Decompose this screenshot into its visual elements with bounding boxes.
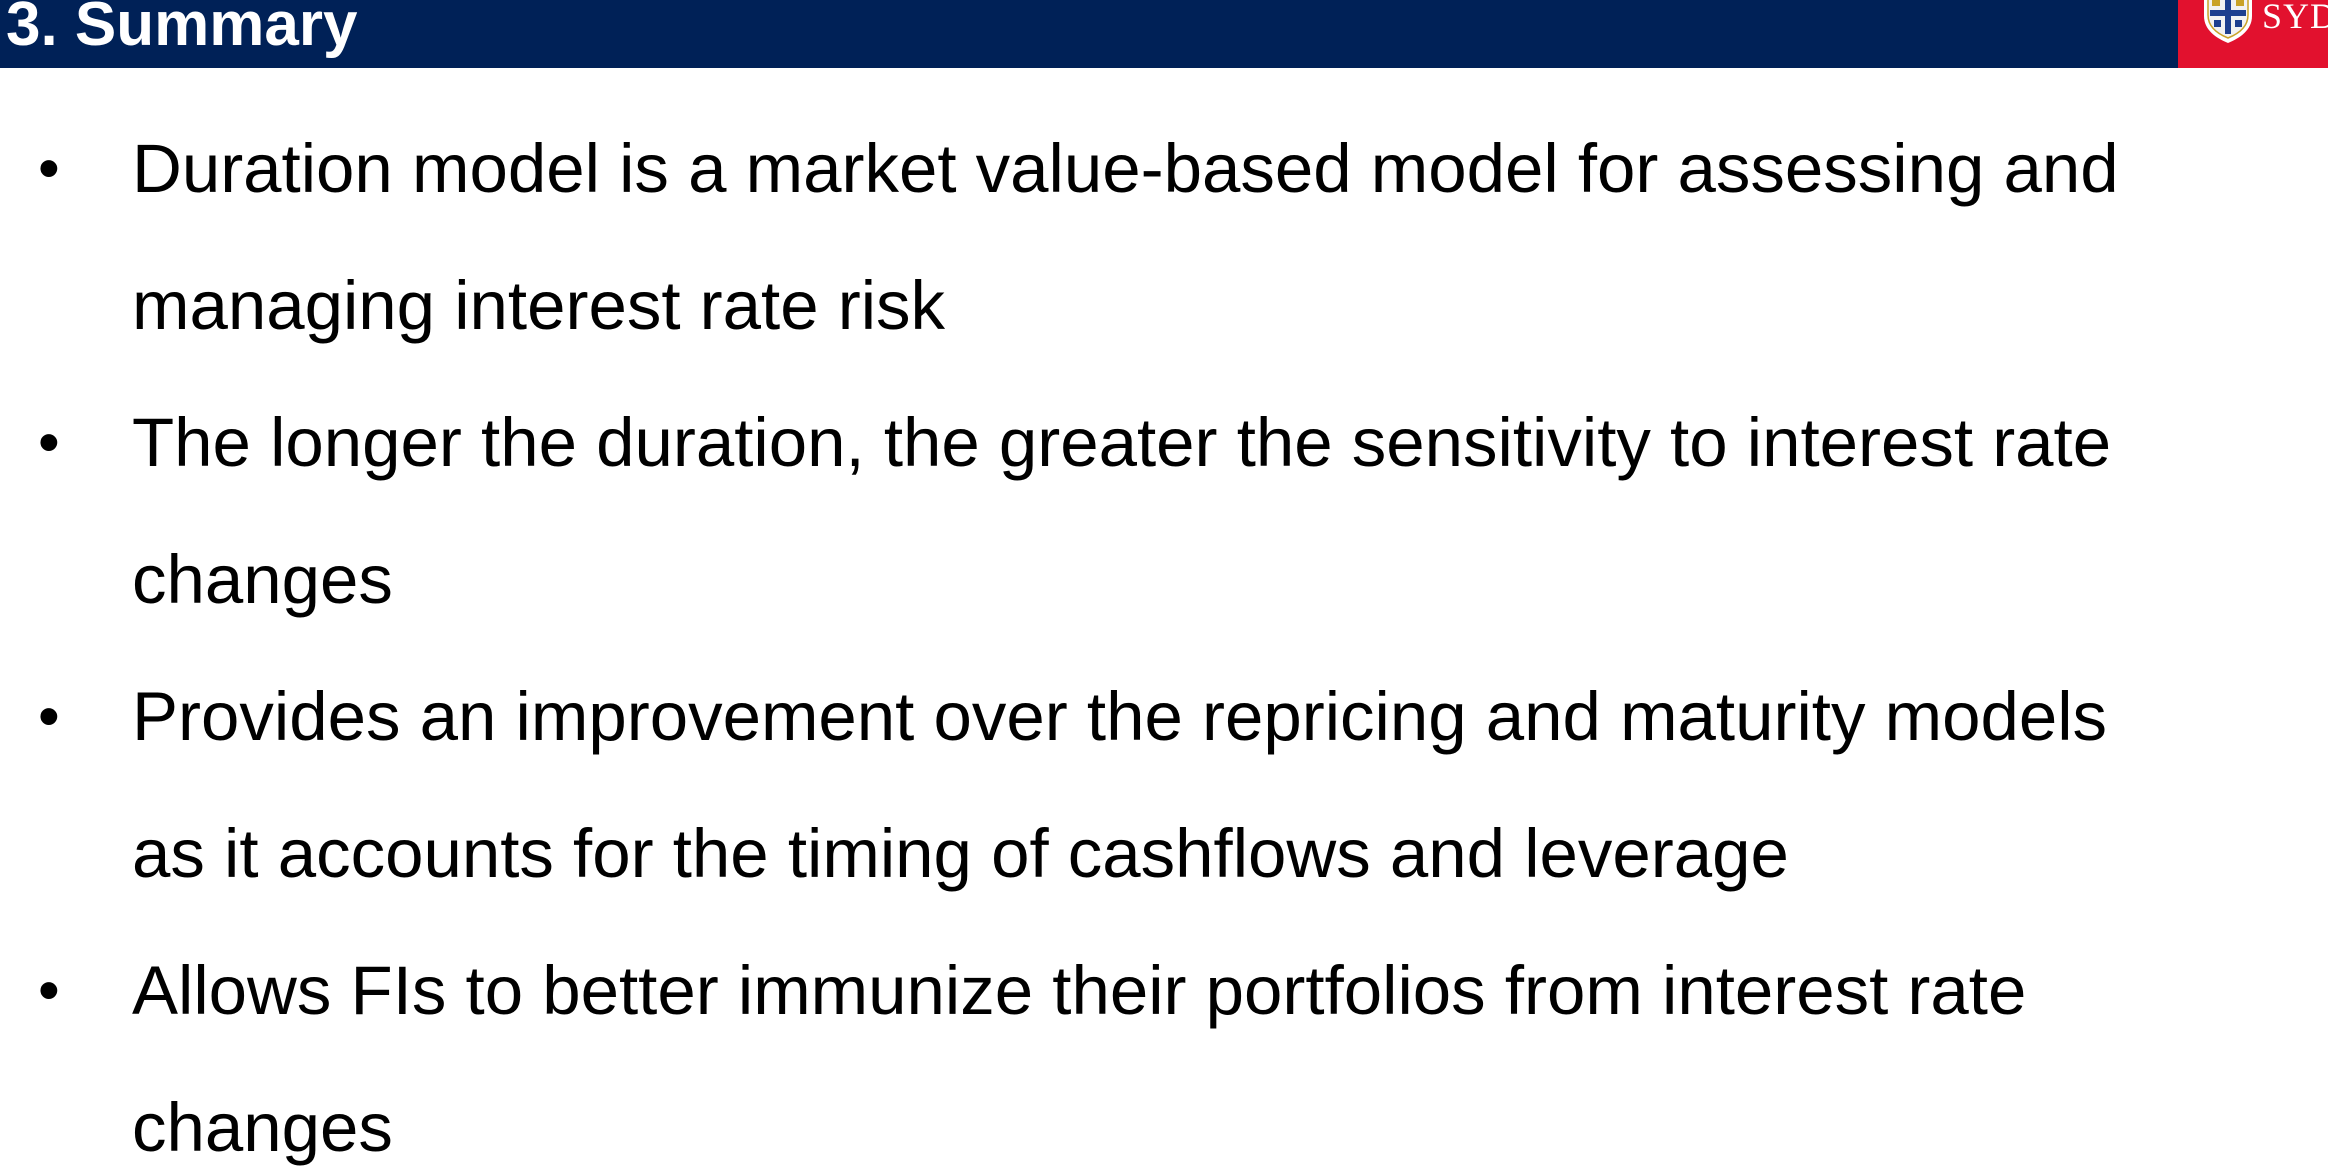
bullet-list: • Duration model is a market value-based…: [0, 100, 2328, 1169]
university-logo: SYD: [2178, 0, 2328, 68]
header-bar: 3. Summary: [0, 0, 2328, 68]
bullet-item: • Duration model is a market value-based…: [0, 100, 2328, 374]
bullet-text-line: Duration model is a market value-based m…: [132, 130, 2119, 207]
bullet-text-line: as it accounts for the timing of cashflo…: [132, 815, 1789, 892]
bullet-item: • Provides an improvement over the repri…: [0, 648, 2328, 922]
bullet-text-line: Provides an improvement over the reprici…: [132, 678, 2108, 755]
logo-text: SYD: [2262, 0, 2328, 36]
bullet-text-line: changes: [132, 541, 393, 618]
crest-icon: [2204, 0, 2252, 43]
bullet-text-line: changes: [132, 1089, 393, 1166]
bullet-item: • Allows FIs to better immunize their po…: [0, 922, 2328, 1169]
slide-title: 3. Summary: [6, 0, 358, 59]
bullet-item: • The longer the duration, the greater t…: [0, 374, 2328, 648]
bullet-dot: •: [38, 134, 60, 203]
bullet-text-line: managing interest rate risk: [132, 267, 946, 344]
bullet-dot: •: [38, 956, 60, 1025]
bullet-dot: •: [38, 682, 60, 751]
bullet-text-line: The longer the duration, the greater the…: [132, 404, 2112, 481]
bullet-dot: •: [38, 408, 60, 477]
bullet-text-line: Allows FIs to better immunize their port…: [132, 952, 2027, 1029]
